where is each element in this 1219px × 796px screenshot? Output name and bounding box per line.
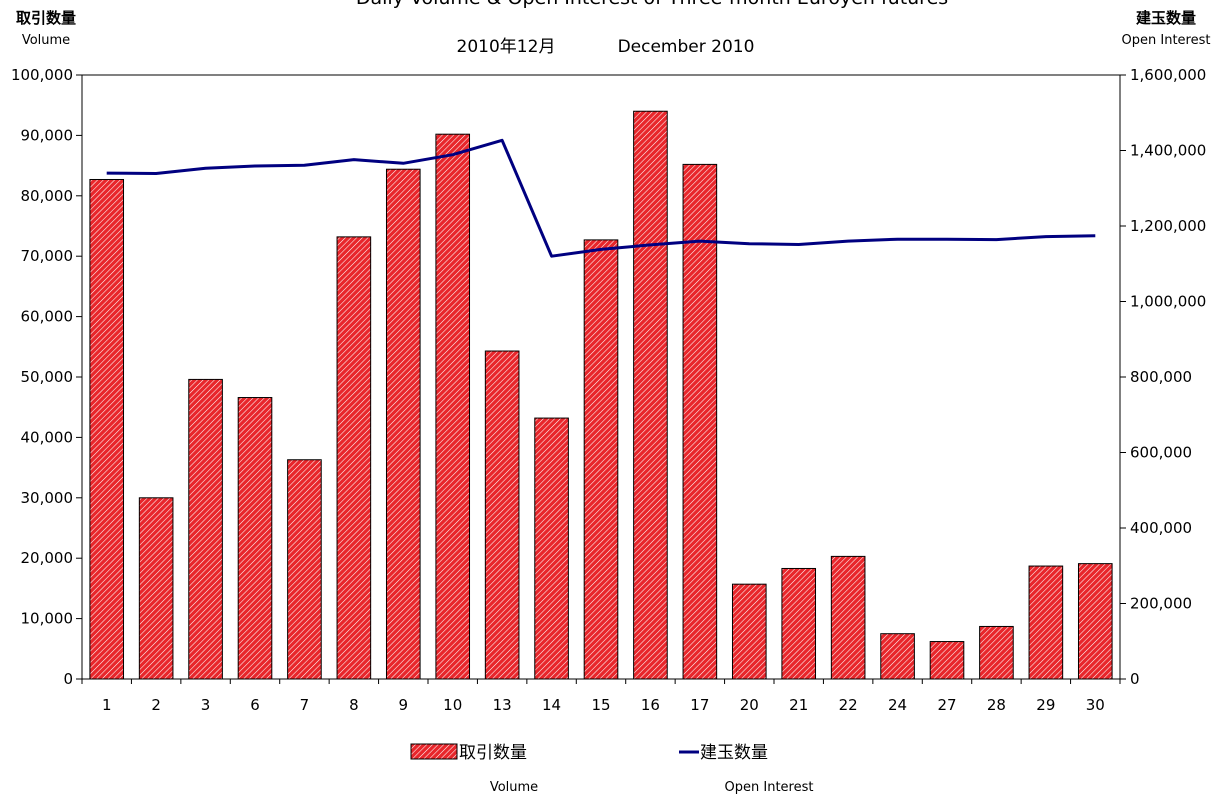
right-tick-label: 400,000 [1130, 519, 1192, 537]
left-tick-label: 20,000 [21, 549, 74, 567]
x-tick-label: 3 [201, 696, 211, 714]
left-tick-label: 0 [63, 670, 73, 688]
x-tick-label: 7 [300, 696, 310, 714]
volume-bar [929, 641, 965, 680]
volume-bar [336, 236, 372, 680]
legend-volume-swatch [410, 743, 458, 760]
x-tick-label: 13 [493, 696, 512, 714]
x-tick-label: 21 [789, 696, 808, 714]
x-tick-label: 24 [888, 696, 907, 714]
right-tick-label: 1,000,000 [1130, 293, 1206, 311]
x-tick-label: 1 [102, 696, 112, 714]
x-tick-label: 17 [690, 696, 709, 714]
legend-open-interest-label-en: Open Interest [725, 780, 814, 795]
volume-bar [188, 378, 223, 680]
volume-bar [1028, 565, 1064, 680]
x-tick-label: 30 [1086, 696, 1105, 714]
volume-bar [385, 168, 421, 680]
right-tick-label: 1,600,000 [1130, 66, 1206, 84]
left-tick-label: 80,000 [21, 187, 74, 205]
x-tick-label: 20 [740, 696, 759, 714]
volume-bar [731, 583, 767, 680]
volume-bar [287, 459, 322, 680]
volume-bar [633, 110, 668, 680]
left-axis: 0 10,000 20,000 30,000 40,000 50,000 60,000 70,… [11, 66, 82, 688]
x-tick-label: 8 [349, 696, 359, 714]
chart-title: Daily Volume & Open Interest of Three-mo… [356, 0, 948, 9]
volume-bar [534, 417, 569, 680]
volume-bar [484, 350, 520, 680]
left-tick-label: 90,000 [21, 126, 74, 144]
volume-bar [138, 497, 174, 680]
x-tick-label: 9 [399, 696, 409, 714]
volume-bar [435, 133, 471, 680]
left-tick-label: 60,000 [21, 308, 74, 326]
left-tick-label: 100,000 [11, 66, 73, 84]
x-axis: 1 2 3 6 7 8 9 10 13 14 15 16 17 20 21 22 24 27 28 29 30 [81, 679, 1121, 714]
x-tick-label: 15 [591, 696, 610, 714]
right-axis-label-jp: 建玉数量 [1136, 9, 1196, 27]
left-axis-label-en: Volume [22, 33, 70, 48]
volume-bar [979, 625, 1014, 680]
x-tick-label: 27 [937, 696, 956, 714]
volume-bar [89, 178, 125, 680]
legend-open-interest-label-jp: 建玉数量 [700, 743, 768, 763]
left-axis-label-jp: 取引数量 [16, 9, 76, 27]
right-axis-label-en: Open Interest [1122, 33, 1211, 48]
x-tick-label: 6 [250, 696, 260, 714]
volume-bar [830, 555, 866, 680]
volume-bar [583, 239, 619, 680]
x-tick-label: 14 [542, 696, 561, 714]
x-tick-label: 22 [839, 696, 858, 714]
x-tick-label: 16 [641, 696, 660, 714]
left-tick-label: 40,000 [21, 428, 74, 446]
x-tick-label: 10 [443, 696, 462, 714]
legend-volume-label-en: Volume [490, 780, 538, 795]
right-tick-label: 0 [1130, 670, 1140, 688]
open-interest-series [106, 138, 1096, 258]
volume-bars [89, 110, 1113, 680]
right-tick-label: 1,400,000 [1130, 142, 1206, 160]
chart-subtitle-jp: 2010年12月 [457, 37, 556, 57]
x-tick-label: 29 [1036, 696, 1055, 714]
chart-subtitle-en: December 2010 [618, 37, 755, 57]
legend-volume-label-jp: 取引数量 [459, 743, 527, 763]
right-axis: 0 200,000 400,000 600,000 800,000 1,000,000 1,… [1120, 66, 1206, 688]
left-tick-label: 30,000 [21, 489, 74, 507]
x-tick-label: 2 [151, 696, 161, 714]
right-tick-label: 200,000 [1130, 595, 1192, 613]
right-tick-label: 800,000 [1130, 368, 1192, 386]
open-interest-line [106, 138, 1096, 258]
volume-bar [880, 633, 915, 680]
left-tick-label: 10,000 [21, 610, 74, 628]
left-tick-label: 50,000 [21, 368, 74, 386]
volume-bar [237, 397, 273, 680]
x-tick-label: 28 [987, 696, 1006, 714]
volume-bar [781, 567, 817, 680]
volume-bar [682, 163, 718, 680]
left-tick-label: 70,000 [21, 247, 74, 265]
right-tick-label: 1,200,000 [1130, 217, 1206, 235]
volume-bar [1077, 563, 1113, 680]
right-tick-label: 600,000 [1130, 444, 1192, 462]
legend: 取引数量 Volume 建玉数量 Open Interest [410, 743, 814, 795]
